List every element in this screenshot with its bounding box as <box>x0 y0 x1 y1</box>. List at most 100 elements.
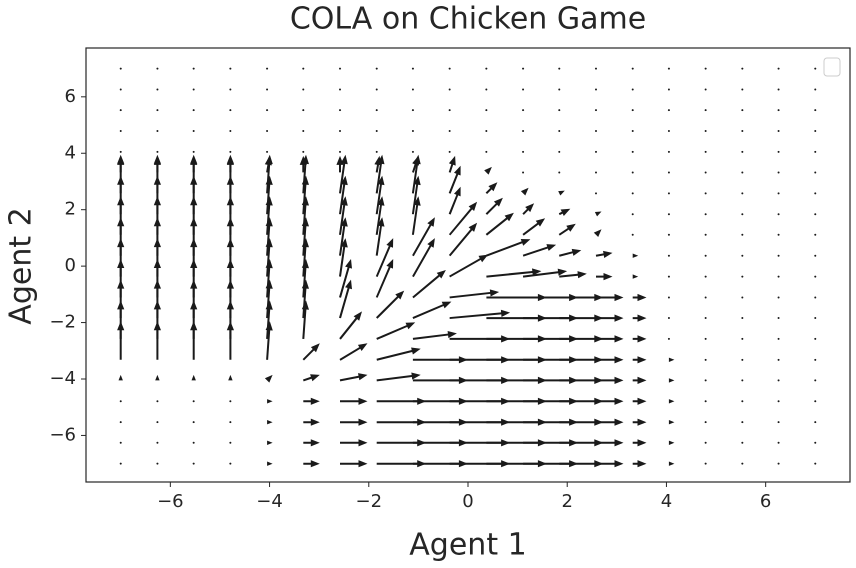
arrow <box>156 421 159 424</box>
arrow <box>668 461 675 466</box>
arrow <box>265 279 273 319</box>
arrow <box>340 439 368 447</box>
arrow <box>449 418 511 426</box>
arrow <box>704 400 707 403</box>
arrow <box>704 67 707 70</box>
arrow <box>412 418 468 426</box>
arrow <box>559 335 604 343</box>
arrow <box>559 314 604 322</box>
arrow <box>448 129 451 132</box>
arrow <box>266 88 269 91</box>
arrow <box>299 155 307 173</box>
arrow <box>814 233 817 236</box>
arrow <box>190 217 198 256</box>
arrow <box>668 378 675 383</box>
arrow <box>704 462 707 465</box>
arrow <box>814 109 817 112</box>
chart-title: COLA on Chicken Game <box>290 2 646 37</box>
arrow <box>704 150 707 153</box>
arrow <box>523 356 579 364</box>
arrow <box>559 248 582 257</box>
arrow <box>741 400 744 403</box>
arrow <box>741 421 744 424</box>
arrow <box>632 460 647 468</box>
arrow <box>265 321 273 360</box>
arrow <box>153 321 161 360</box>
arrow <box>667 150 670 153</box>
arrow <box>265 238 273 277</box>
arrow <box>153 279 161 319</box>
arrow <box>376 397 427 405</box>
arrow <box>226 259 234 298</box>
arrow <box>559 439 604 447</box>
arrow <box>777 462 780 465</box>
arrow <box>704 337 707 340</box>
arrow <box>153 196 161 235</box>
arrow <box>486 293 547 302</box>
arrow <box>155 374 160 381</box>
arrow <box>229 88 232 91</box>
arrow <box>303 397 320 405</box>
arrow <box>741 317 744 320</box>
arrow <box>412 397 468 405</box>
arrow <box>486 397 547 405</box>
arrow <box>741 358 744 361</box>
arrow <box>375 67 378 70</box>
arrow <box>522 218 546 236</box>
arrow <box>523 314 579 322</box>
arrow <box>336 155 344 173</box>
arrow <box>226 321 234 360</box>
arrow <box>704 233 707 236</box>
arrow <box>303 418 320 426</box>
arrow <box>117 217 125 256</box>
arrow <box>192 88 195 91</box>
arrow <box>486 239 531 257</box>
arrow <box>117 279 125 319</box>
arrow <box>376 460 427 468</box>
arrow <box>486 268 542 278</box>
arrow <box>448 88 451 91</box>
arrow <box>777 337 780 340</box>
arrow <box>339 217 348 256</box>
arrow <box>667 275 670 278</box>
arrow <box>485 150 488 153</box>
arrow <box>226 155 234 173</box>
arrow <box>411 175 421 215</box>
arrow <box>814 171 817 174</box>
arrow <box>596 335 624 343</box>
arrow <box>153 155 161 173</box>
arrow <box>119 129 122 132</box>
arrow <box>777 109 780 112</box>
arrow <box>192 67 195 70</box>
arrow <box>741 462 744 465</box>
arrow <box>741 109 744 112</box>
arrow <box>596 397 624 405</box>
arrow <box>741 337 744 340</box>
arrow <box>339 238 348 277</box>
arrow <box>229 400 232 403</box>
arrow <box>226 238 234 277</box>
arrow <box>153 154 161 194</box>
arrow <box>594 129 597 132</box>
arrow <box>301 196 309 235</box>
arrow <box>412 439 468 447</box>
arrow <box>412 217 435 257</box>
arrow <box>229 129 232 132</box>
arrow <box>192 150 195 153</box>
arrow <box>777 254 780 257</box>
arrow <box>704 296 707 299</box>
arrow <box>190 155 198 173</box>
arrow <box>264 374 273 383</box>
arrow <box>632 418 647 426</box>
arrow <box>301 259 309 298</box>
arrow <box>814 462 817 465</box>
arrow <box>303 439 320 447</box>
arrow <box>814 150 817 153</box>
arrow <box>594 171 597 174</box>
arrow <box>522 203 535 215</box>
arrow <box>704 379 707 382</box>
arrow <box>412 270 446 299</box>
arrow <box>117 259 125 298</box>
arrow <box>449 439 511 447</box>
